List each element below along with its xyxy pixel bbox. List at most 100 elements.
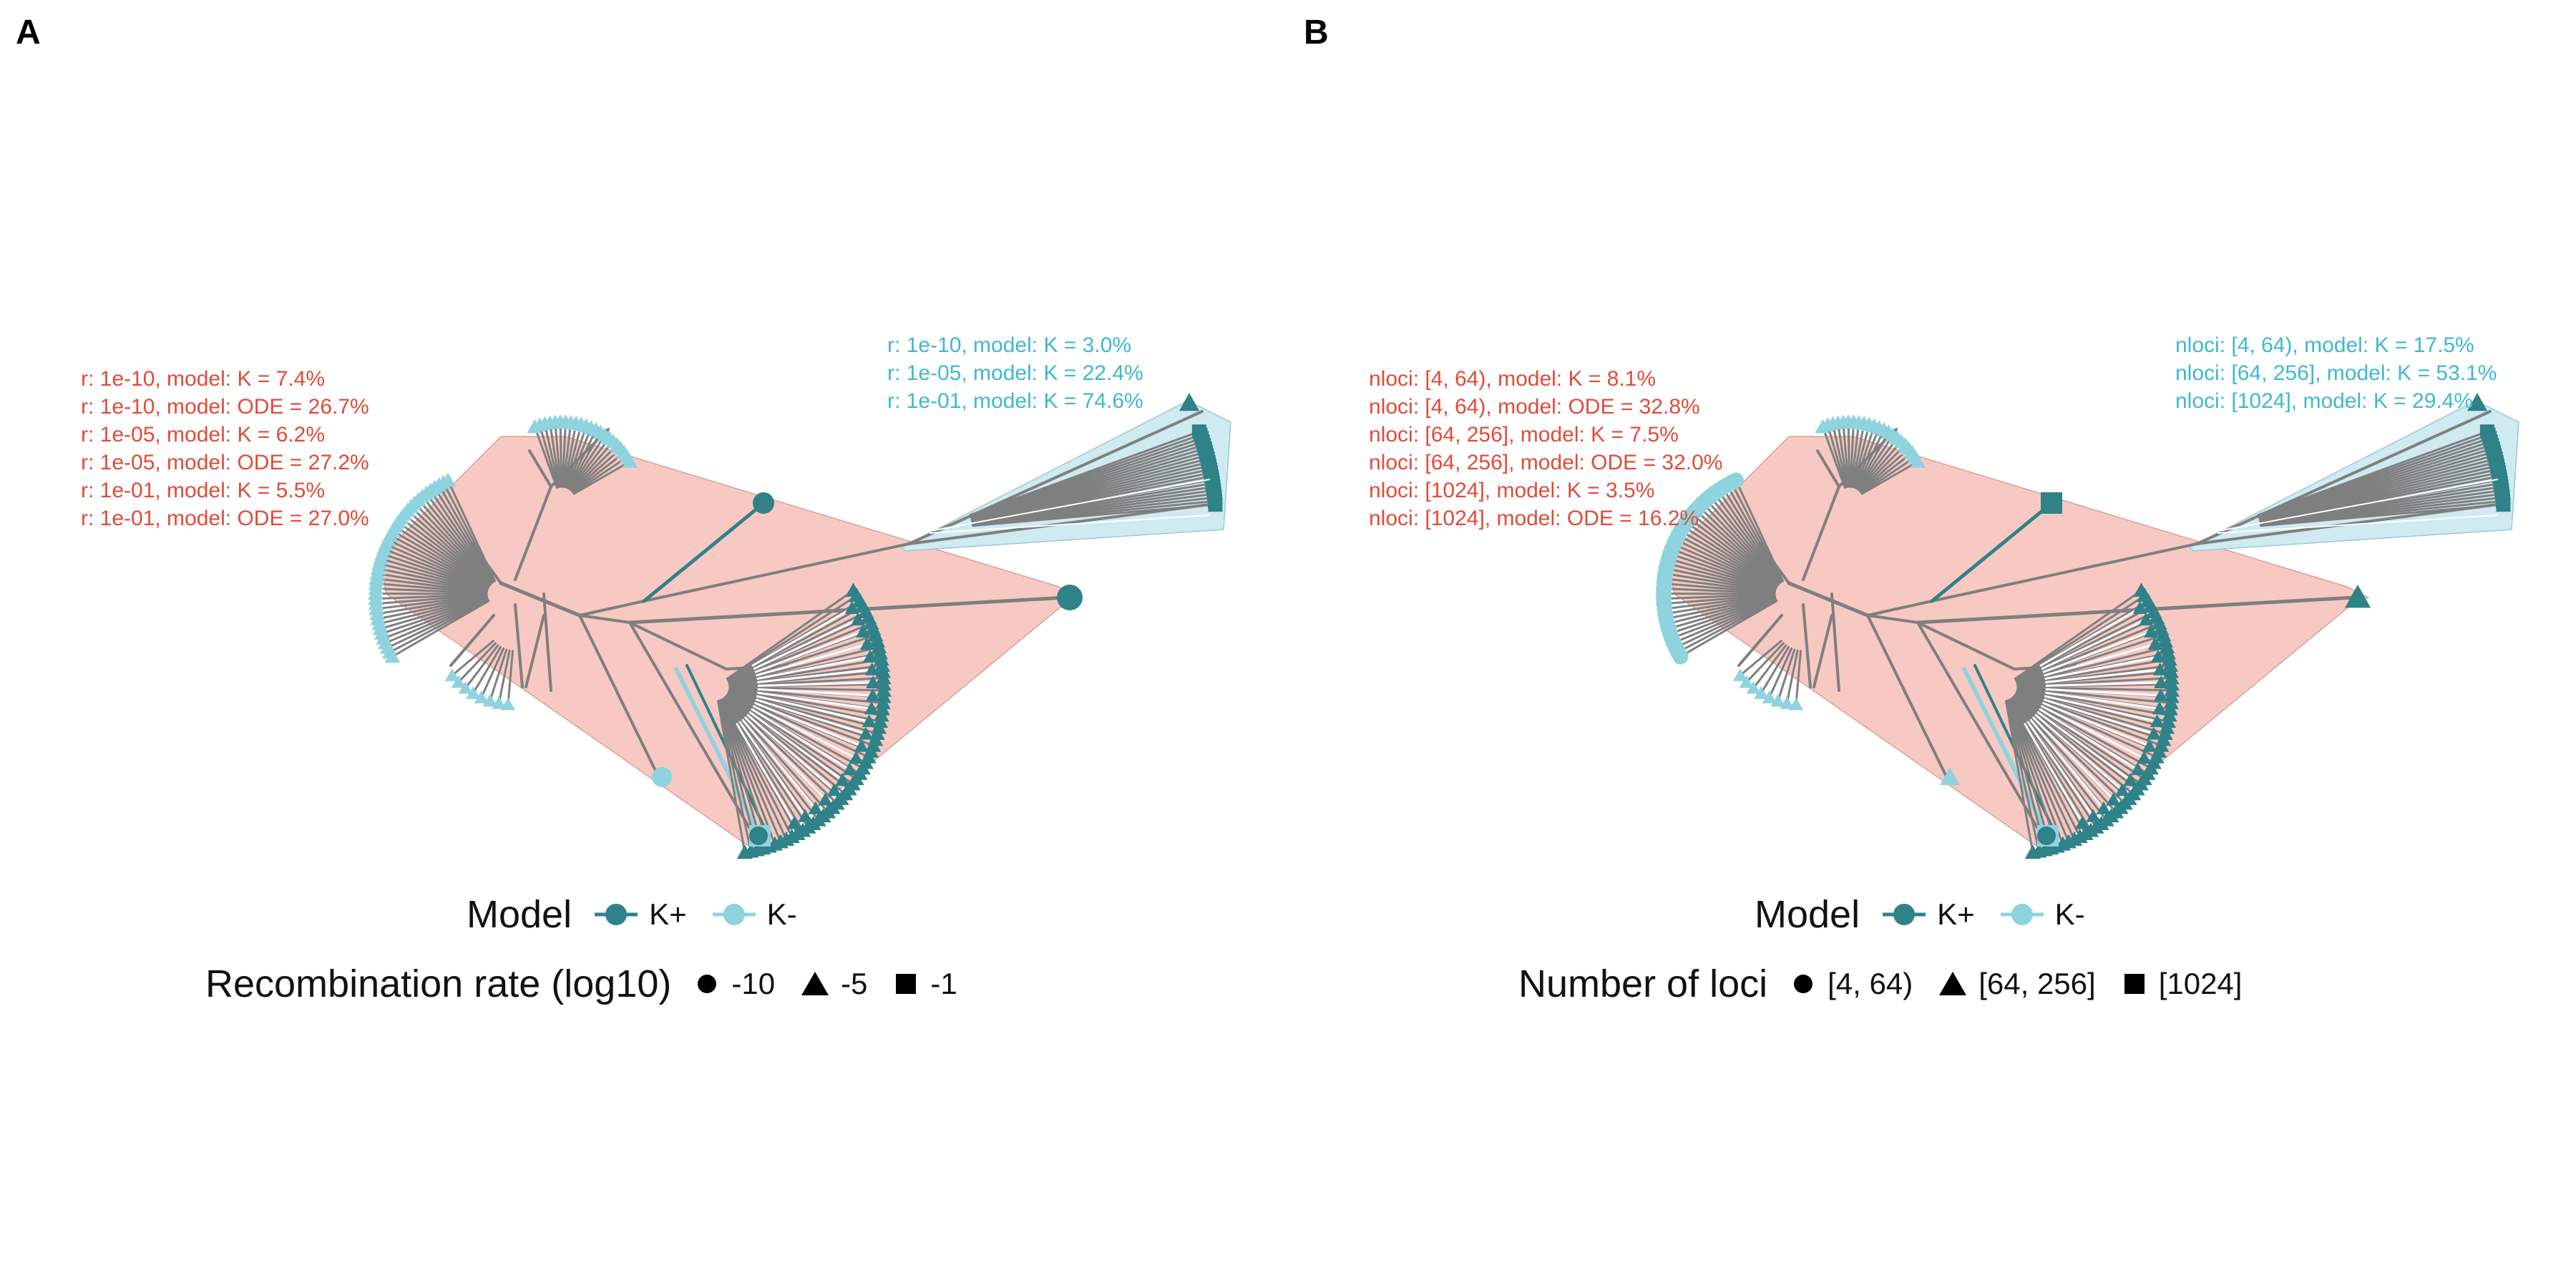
tree-branch	[728, 687, 884, 704]
tree-branch	[728, 658, 883, 686]
tree-branch	[628, 621, 728, 670]
tree-branch	[728, 634, 877, 684]
tree-branch	[1842, 421, 1850, 488]
tree-branch	[429, 489, 494, 583]
tree-branch	[1667, 557, 1777, 591]
square-icon	[2124, 974, 2145, 994]
tip-marker	[2162, 701, 2178, 716]
tip-marker	[2162, 658, 2179, 672]
legend-item-square: -1	[892, 967, 957, 1001]
panel-label: A	[16, 14, 41, 52]
tree-branch	[1852, 423, 1870, 489]
tree-branch	[382, 597, 489, 640]
tree-branch	[1664, 595, 1776, 620]
annotation-line: r: 1e-10, model: K = 3.0%	[887, 333, 1132, 357]
legend-label: [4, 64)	[1828, 967, 1913, 1000]
tree-branch	[514, 485, 552, 581]
annotation-blue: nloci: [4, 64), model: K = 17.5% nloci: …	[2175, 331, 2497, 415]
tree-branch	[1688, 517, 1779, 587]
tip-marker	[2152, 662, 2167, 675]
tree-branch	[400, 517, 491, 587]
tip-marker	[798, 809, 813, 822]
legend-shape: Recombination rate (log10) -10 -5 -1	[205, 959, 982, 1009]
tree-branch	[538, 424, 559, 489]
tree-branch	[726, 694, 851, 791]
tree-branch	[374, 593, 488, 600]
tree-branch	[2008, 698, 2076, 841]
tree-branch	[1682, 525, 1778, 587]
tree-branch	[723, 696, 829, 814]
tree-branch	[2016, 687, 2172, 704]
tree-branch	[447, 479, 497, 582]
tree-branch	[578, 600, 645, 617]
tree-branch	[2016, 676, 2173, 688]
tree-branch	[572, 452, 625, 494]
tree-branch	[628, 621, 756, 839]
tree-branch	[572, 456, 628, 494]
tree-branch	[1721, 487, 1782, 583]
tree-branch	[1662, 587, 1776, 595]
tree-branch	[2041, 618, 2147, 670]
tree-branch	[2015, 691, 2158, 758]
tree-branch	[754, 630, 864, 673]
tree-branch	[720, 698, 782, 844]
tree-branch	[751, 607, 854, 667]
tip-marker	[482, 693, 497, 707]
tree-branch	[381, 597, 489, 635]
tree-branch	[2016, 689, 2168, 729]
tree-branch	[480, 647, 505, 699]
tree-branch	[2034, 713, 2124, 791]
tree-branch	[525, 614, 545, 688]
tip-marker	[622, 454, 638, 468]
tree-branch	[728, 670, 884, 687]
tree-branch	[381, 552, 489, 591]
tree-branch	[1679, 530, 1778, 588]
tree-branch	[559, 421, 563, 488]
tree-branch	[756, 691, 873, 710]
tree-branch	[1768, 647, 1793, 699]
tip-marker	[2153, 688, 2168, 702]
tree-branch	[377, 567, 488, 592]
tree-branch	[930, 514, 1210, 534]
tip-marker	[2161, 707, 2177, 722]
tree-branch	[409, 505, 492, 585]
hull-odev	[379, 436, 1082, 849]
tree-branch	[724, 696, 839, 805]
tree-branch	[930, 479, 1210, 532]
tree-branch	[489, 648, 508, 702]
tip-marker	[2496, 497, 2511, 512]
tree-branch	[1916, 621, 2044, 839]
tree-branch	[567, 431, 602, 490]
tip-marker	[1739, 675, 1754, 688]
tree-branch	[2195, 410, 2492, 545]
tip-marker	[2114, 783, 2129, 796]
annotation-line: nloci: [4, 64), model: ODE = 32.8%	[1369, 395, 1700, 419]
annotation-line: r: 1e-10, model: K = 7.4%	[81, 367, 326, 391]
tree-branch	[383, 547, 489, 590]
tree-branch	[1785, 649, 1799, 705]
tree-branch	[744, 716, 826, 801]
tree-branch	[437, 484, 495, 583]
tree-branch	[1665, 567, 1776, 592]
tree-branch	[554, 421, 562, 488]
legend-item-k-plus: K+	[1881, 897, 1975, 932]
tree-branch	[2016, 645, 2168, 685]
legend-item-circle: [4, 64)	[1789, 967, 1913, 1001]
tip-marker	[1057, 585, 1083, 610]
tree-branch	[1847, 421, 1851, 488]
tip-marker	[844, 601, 859, 614]
tree-branch	[384, 543, 489, 590]
tree-branch	[1802, 485, 1840, 581]
tree-branch	[578, 614, 660, 778]
tree-branch	[2042, 702, 2151, 748]
tip-marker	[862, 714, 877, 728]
tip-marker	[818, 792, 833, 806]
tip-marker	[2159, 639, 2175, 654]
tree-branch	[726, 594, 858, 680]
tree-branch	[396, 521, 491, 587]
tree-branch	[2044, 695, 2159, 723]
tree-branch	[528, 449, 552, 488]
tip-marker	[1762, 690, 1777, 703]
tree-branch	[736, 723, 796, 825]
tree-branch	[2045, 668, 2162, 683]
